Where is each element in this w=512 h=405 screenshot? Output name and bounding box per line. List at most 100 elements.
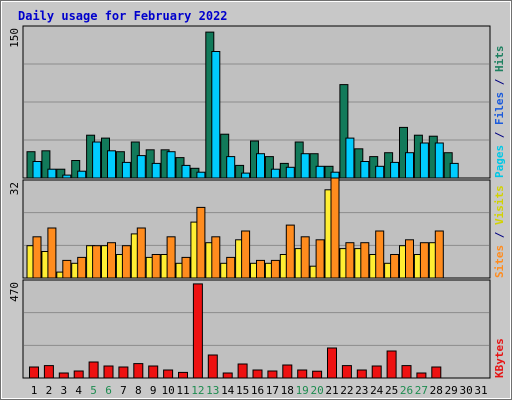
x-tick-label: 23: [355, 384, 368, 397]
bar-kbytes-day-19: [297, 369, 308, 379]
bar-kbytes-day-11: [178, 371, 188, 379]
x-tick-label: 28: [430, 384, 443, 397]
x-tick-label: 29: [445, 384, 458, 397]
legend-entry: Pages: [493, 145, 506, 178]
bar-sites-day-27: [419, 242, 429, 279]
panel-legend: Sites / Visits: [493, 185, 506, 278]
bar-kbytes-day-13: [207, 354, 218, 379]
x-tick-label: 9: [150, 384, 157, 397]
bar-kbytes-day-8: [133, 363, 144, 379]
x-tick-label: 3: [60, 384, 67, 397]
x-tick-label: 16: [251, 384, 264, 397]
x-tick-label: 6: [105, 384, 112, 397]
bar-kbytes-day-22: [341, 365, 352, 379]
bar-sites-day-2: [47, 227, 57, 279]
bar-files-day-19: [300, 153, 310, 179]
bar-hits-day-22: [339, 84, 349, 179]
x-tick-label: 2: [46, 384, 53, 397]
bar-kbytes-day-6: [103, 365, 114, 379]
x-tick-label: 30: [459, 384, 472, 397]
bar-sites-day-4: [77, 256, 87, 279]
bar-files-day-7: [121, 161, 131, 179]
panel-max-label: 470: [8, 282, 21, 302]
frame-highlight: [1, 1, 511, 399]
bar-sites-day-20: [315, 239, 325, 279]
panel-visits: 32 Sites / Visits: [8, 177, 506, 279]
bar-sites-day-22: [345, 242, 355, 279]
bar-files-day-18: [285, 166, 295, 179]
bar-files-day-22: [345, 137, 355, 179]
bar-kbytes-day-4: [73, 370, 84, 379]
bar-kbytes-day-12: [192, 283, 203, 379]
panel-max-label: 150: [8, 28, 21, 48]
bar-files-day-8: [136, 155, 146, 179]
chart-title: Daily usage for February 2022: [18, 9, 228, 23]
panel-legend: KBytes: [493, 338, 506, 378]
x-tick-label: 1: [31, 384, 38, 397]
bar-hits-day-4: [71, 160, 81, 179]
series-sites: [32, 177, 444, 279]
bar-files-day-20: [315, 165, 325, 179]
x-tick-label: 25: [385, 384, 398, 397]
bar-sites-day-17: [270, 259, 280, 279]
bar-sites-day-18: [285, 224, 295, 279]
x-tick-label: 18: [281, 384, 294, 397]
x-tick-label: 11: [176, 384, 189, 397]
bar-kbytes-day-16: [252, 369, 263, 379]
bar-sites-day-8: [136, 227, 146, 279]
x-tick-label: 5: [90, 384, 97, 397]
x-tick-label: 14: [221, 384, 235, 397]
bar-files-day-15: [241, 172, 251, 179]
bar-files-day-10: [166, 151, 176, 179]
bar-sites-day-1: [32, 236, 42, 279]
bar-files-day-9: [151, 162, 161, 179]
bar-kbytes-day-24: [371, 365, 382, 379]
x-tick-label: 27: [415, 384, 428, 397]
bar-hits-day-15: [235, 164, 245, 179]
bar-files-day-28: [434, 142, 444, 179]
bar-hits-day-14: [220, 133, 230, 179]
bar-sites-day-19: [300, 236, 310, 279]
x-tick-label: 17: [266, 384, 279, 397]
bar-files-day-4: [77, 170, 87, 179]
bar-sites-day-6: [107, 242, 116, 279]
bar-files-day-27: [419, 142, 429, 179]
bar-kbytes-day-21: [327, 347, 337, 379]
series-kbytes: [29, 283, 442, 379]
bar-sites-day-12: [196, 206, 206, 279]
bar-kbytes-day-17: [267, 370, 278, 379]
x-tick-label: 12: [191, 384, 204, 397]
bar-sites-day-5: [92, 245, 102, 279]
bar-files-day-25: [390, 161, 400, 179]
legend-entry: Files: [493, 92, 506, 125]
bar-files-day-13: [211, 51, 221, 179]
bar-sites-day-24: [375, 230, 385, 279]
bar-files-day-6: [107, 150, 116, 179]
bar-files-day-17: [270, 168, 280, 179]
legend-entry: /: [493, 225, 506, 245]
bar-files-day-2: [47, 168, 57, 179]
series-files: [32, 51, 459, 179]
x-tick-label: 15: [236, 384, 249, 397]
bar-sites-day-23: [360, 242, 370, 279]
bar-hits-day-3: [56, 168, 66, 179]
bar-sites-day-3: [62, 259, 72, 279]
bar-sites-day-21: [330, 177, 340, 279]
bar-sites-day-25: [390, 254, 400, 279]
bar-files-day-24: [375, 165, 385, 179]
x-tick-label: 20: [310, 384, 323, 397]
x-tick-label: 31: [474, 384, 487, 397]
bar-kbytes-day-25: [386, 350, 397, 379]
bar-kbytes-day-2: [43, 365, 54, 379]
bar-files-day-11: [181, 164, 191, 179]
bar-kbytes-day-15: [237, 363, 248, 379]
x-tick-label: 7: [120, 384, 127, 397]
legend-entry: Hits: [493, 46, 506, 73]
bar-files-day-23: [360, 161, 370, 179]
bar-files-day-12: [196, 171, 206, 179]
bar-sites-day-15: [241, 230, 251, 279]
x-tick-label: 22: [340, 384, 353, 397]
bar-sites-day-11: [181, 256, 191, 279]
bar-sites-day-13: [211, 236, 221, 279]
